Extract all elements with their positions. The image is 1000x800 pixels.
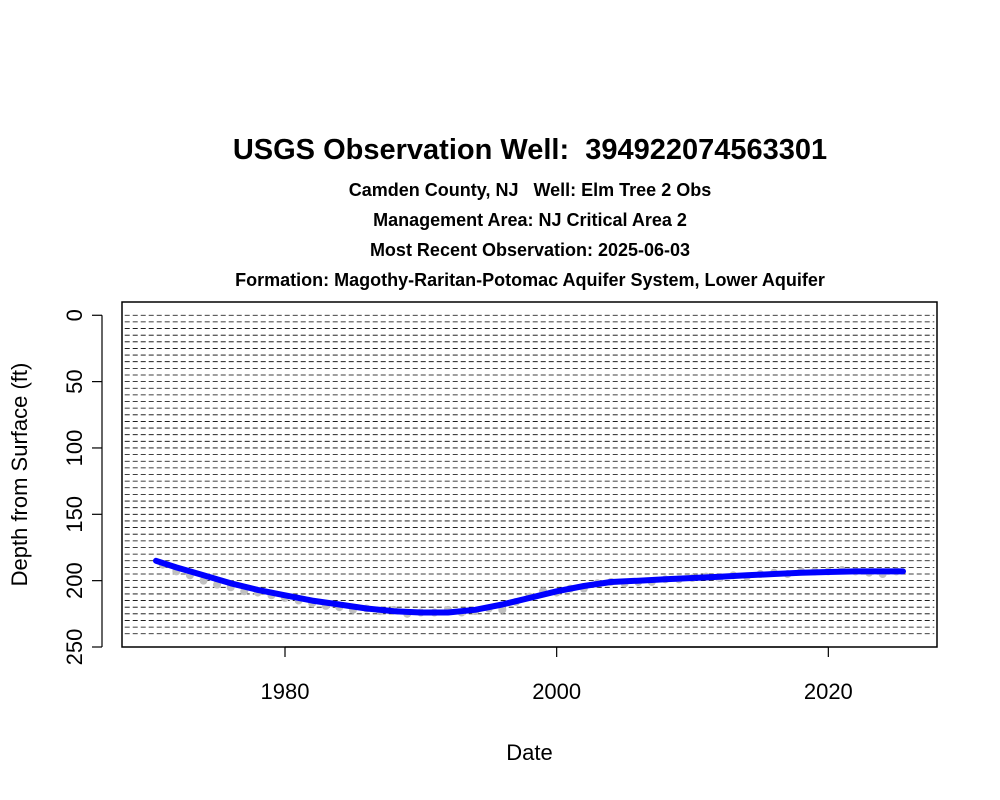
chart-subtitle-location: Camden County, NJ Well: Elm Tree 2 Obs	[348, 180, 712, 200]
x-axis-label: Date	[506, 740, 552, 765]
chart-title: USGS Observation Well: 394922074563301	[232, 134, 828, 166]
chart-subtitle-management-area: Management Area: NJ Critical Area 2	[373, 210, 687, 230]
y-tick-label: 250	[62, 629, 87, 666]
x-tick-label: 2000	[532, 679, 581, 704]
y-axis-label: Depth from Surface (ft)	[7, 363, 32, 587]
chart-subtitle-recent-observation: Most Recent Observation: 2025-06-03	[369, 240, 691, 260]
x-tick-label: 1980	[261, 679, 310, 704]
trend-line-group	[153, 557, 906, 616]
y-tick-label: 0	[62, 309, 87, 321]
y-tick-label: 50	[62, 369, 87, 393]
y-tick-label: 100	[62, 430, 87, 467]
axes: 0 50 100 150 200 250 1980 2000 2020	[62, 309, 853, 704]
chart-subtitle-formation: Formation: Magothy-Raritan-Potomac Aquif…	[235, 270, 825, 290]
chart-header: USGS Observation Well: 394922074563301 C…	[0, 0, 1000, 300]
y-tick-label: 150	[62, 496, 87, 533]
x-tick-label: 2020	[804, 679, 853, 704]
y-tick-label: 200	[62, 562, 87, 599]
grid-lines	[124, 314, 935, 635]
trend-line	[153, 557, 906, 616]
